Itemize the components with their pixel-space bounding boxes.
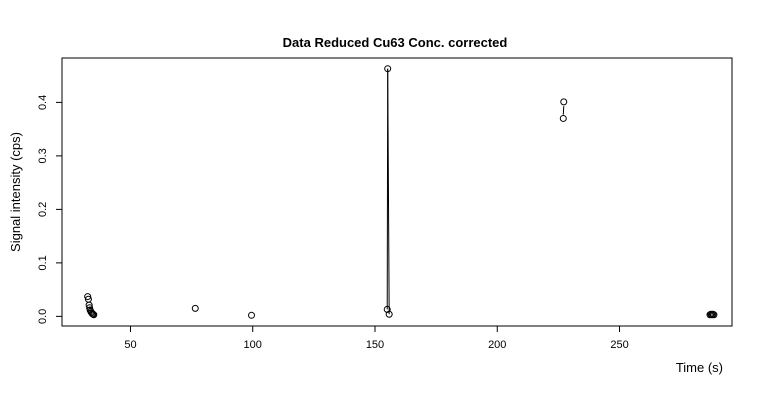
x-axis: 50 100 150 200 250: [124, 326, 629, 351]
y-axis-label: Signal intensity (cps): [8, 132, 23, 252]
y-tick-label: 0.2: [37, 202, 49, 217]
x-tick-label: 100: [244, 339, 262, 351]
data-point: [384, 65, 392, 73]
data-points: [84, 65, 718, 319]
data-point: [248, 311, 256, 319]
data-point: [560, 98, 568, 106]
plot-frame: [61, 57, 733, 327]
x-tick-label: 150: [366, 339, 384, 351]
y-tick-label: 0.3: [37, 148, 49, 163]
data-point: [84, 293, 92, 301]
data-point: [191, 304, 199, 312]
x-tick-label: 200: [488, 339, 506, 351]
connecting-lines: [386, 68, 565, 315]
chart-title: Data Reduced Cu63 Conc. corrected: [283, 35, 508, 50]
y-axis: 0.0 0.1 0.2 0.3 0.4: [37, 95, 62, 324]
data-point: [88, 309, 96, 317]
data-point: [710, 311, 718, 319]
data-point: [90, 311, 98, 319]
connecting-line: [387, 68, 390, 315]
y-tick-label: 0.1: [37, 255, 49, 270]
y-tick-label: 0.0: [37, 309, 49, 324]
data-point: [385, 310, 393, 318]
data-point: [559, 114, 567, 122]
x-axis-label: Time (s): [676, 360, 723, 375]
data-point: [85, 301, 93, 309]
x-tick-label: 50: [124, 339, 136, 351]
y-tick-label: 0.4: [37, 95, 49, 110]
x-tick-label: 250: [610, 339, 628, 351]
